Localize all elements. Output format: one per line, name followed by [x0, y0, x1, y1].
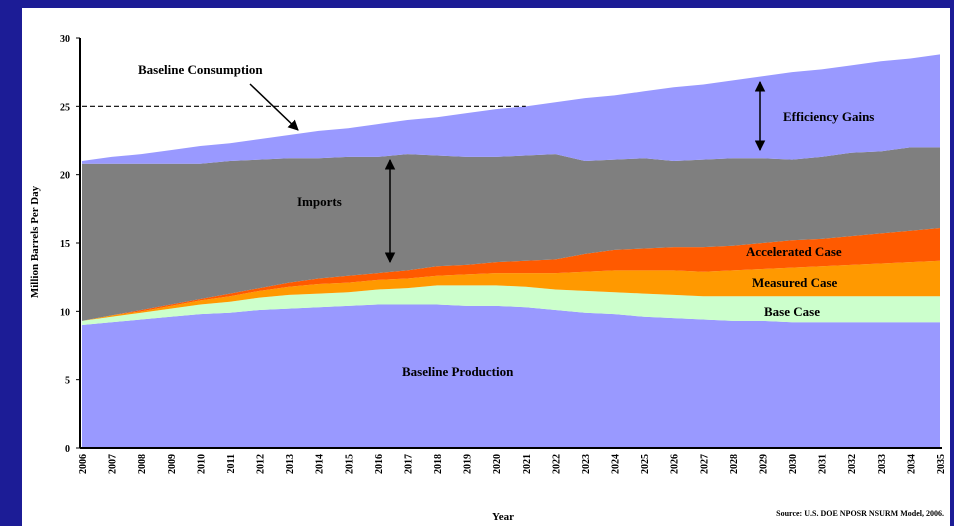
source: Source: U.S. DOE NPOSR NSURM Model, 2006…: [776, 509, 944, 518]
x-tick-label: 2011: [226, 454, 237, 473]
area-label: Baseline Production: [402, 364, 514, 379]
x-tick-label: 2016: [374, 454, 385, 474]
y-tick-label: 20: [60, 171, 70, 182]
x-tick-label: 2030: [788, 454, 799, 474]
y-tick-label: 30: [60, 34, 70, 45]
annotation: Baseline Consumption: [138, 62, 263, 77]
x-tick-label: 2007: [108, 454, 119, 474]
area-label: Base Case: [764, 304, 820, 319]
y-tick-label: 25: [60, 102, 70, 113]
y-tick-label: 10: [60, 307, 70, 318]
area-label: Imports: [297, 194, 342, 209]
x-tick-label: 2018: [433, 454, 444, 474]
x-tick-label: 2021: [522, 454, 533, 474]
x-tick-label: 2012: [256, 454, 267, 474]
x-tick-label: 2028: [729, 454, 740, 474]
x-tick-label: 2010: [196, 454, 207, 474]
y-axis-label: Million Barrels Per Day: [29, 185, 41, 298]
x-tick-label: 2031: [818, 454, 829, 474]
x-tick-label: 2033: [877, 454, 888, 474]
x-tick-label: 2032: [847, 454, 858, 474]
areas: [82, 54, 940, 448]
x-tick-label: 2009: [167, 454, 178, 474]
x-tick-label: 2034: [906, 454, 917, 474]
y-tick-label: 15: [60, 239, 70, 250]
area: [82, 304, 940, 448]
area: [82, 147, 940, 321]
x-tick-label: 2027: [699, 454, 710, 474]
y-tick-label: 0: [65, 444, 70, 455]
x-tick-label: 2019: [463, 454, 474, 474]
x-tick-label: 2025: [640, 454, 651, 474]
x-tick-label: 2020: [492, 454, 503, 474]
annotation-arrow: [249, 83, 299, 131]
x-tick-label: 2014: [315, 454, 326, 474]
area: [82, 260, 940, 321]
x-tick-label: 2008: [137, 454, 148, 474]
x-tick-label: 2015: [344, 454, 355, 474]
x-tick-label: 2022: [551, 454, 562, 474]
area-label: Measured Case: [752, 275, 838, 290]
x-tick-label: 2006: [78, 454, 89, 474]
area: [82, 285, 940, 325]
x-tick-label: 2026: [670, 454, 681, 474]
y-tick-label: 5: [65, 376, 70, 387]
x-tick-label: 2017: [403, 454, 414, 474]
x-tick-label: 2023: [581, 454, 592, 474]
x-tick-label: 2029: [758, 454, 769, 474]
area-label: Accelerated Case: [746, 244, 842, 259]
area: [82, 54, 940, 164]
x-tick-label: 2024: [611, 454, 622, 474]
area: [82, 227, 940, 321]
area-label: Efficiency Gains: [783, 109, 874, 124]
x-axis-label: Year: [492, 511, 514, 523]
x-tick-label: 2013: [285, 454, 296, 474]
x-tick-label: 2035: [936, 454, 947, 474]
